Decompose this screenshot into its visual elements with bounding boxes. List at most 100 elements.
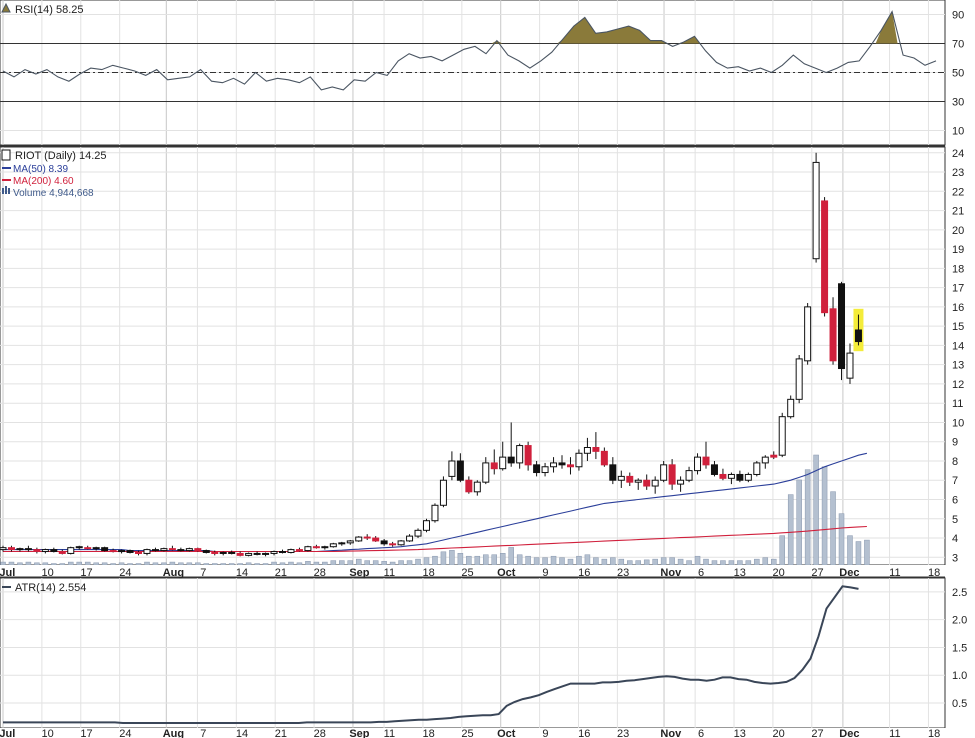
date-label: 18 <box>928 567 940 579</box>
volume-bar <box>754 558 760 566</box>
volume-bar <box>516 554 523 566</box>
volume-bar <box>737 560 743 566</box>
volume-bar <box>84 561 91 566</box>
price-tick-label: 5 <box>952 514 958 526</box>
date-label: 17 <box>80 567 92 579</box>
date-label: 6 <box>698 567 704 579</box>
volume-bar <box>8 561 15 566</box>
volume-bar <box>508 547 514 566</box>
volume-bar <box>796 479 802 566</box>
candle-body <box>583 446 591 454</box>
volume-bar <box>821 466 828 566</box>
volume-bar <box>101 562 108 566</box>
rsi-panel: 10 30 50 70 90 <box>0 0 964 146</box>
date-axis-band <box>0 565 975 577</box>
date-label: Nov <box>660 567 682 579</box>
volume-bar <box>169 561 176 566</box>
date-label: 13 <box>734 567 746 579</box>
legend-ma50: MA(50) 8.39 <box>13 164 68 175</box>
candle-body <box>439 479 447 506</box>
date-axis-band <box>0 728 975 738</box>
candle-body <box>524 445 532 466</box>
date-label: Sep <box>349 728 369 738</box>
date-label: 11 <box>889 567 900 579</box>
volume-bar <box>245 562 252 566</box>
rsi-overbought-fill <box>875 11 898 44</box>
candle-body <box>135 551 143 554</box>
legend-volume-swatch <box>5 186 7 194</box>
volume-bar <box>593 557 599 566</box>
candle-body <box>185 548 193 552</box>
volume-bar <box>144 561 150 566</box>
candle-body <box>710 464 718 475</box>
volume-bar <box>195 562 201 566</box>
legend-volume: Volume 4,944,668 <box>13 188 94 199</box>
volume-bar <box>694 555 701 566</box>
price-tick-label: 13 <box>952 360 964 372</box>
date-label: 24 <box>119 728 131 738</box>
volume-bar <box>576 555 582 566</box>
date-label: 9 <box>542 728 548 738</box>
date-label: 18 <box>928 728 940 738</box>
candle-body <box>58 551 66 554</box>
volume-bar <box>728 560 735 566</box>
candle-body <box>228 551 236 554</box>
candle-body <box>838 283 846 370</box>
volume-bar <box>499 553 506 566</box>
volume-bar <box>364 560 370 566</box>
price-tick-label: 20 <box>952 225 964 237</box>
volume-bar <box>178 562 184 566</box>
volume-bar <box>161 562 167 566</box>
volume-bar <box>711 560 718 566</box>
volume-bar <box>381 561 387 566</box>
candle-body <box>821 200 829 314</box>
candle-body <box>541 466 549 474</box>
volume-bar <box>720 560 726 566</box>
volume-bar <box>474 555 481 566</box>
price-tick-label: 19 <box>952 244 964 256</box>
atr-panel: 0.5 1.0 1.5 2.0 2.5 <box>0 577 967 729</box>
date-label: 20 <box>773 567 785 579</box>
volume-bar <box>627 560 633 566</box>
date-label: 13 <box>734 728 746 738</box>
rsi-overbought-fill <box>678 36 701 44</box>
candle-body <box>761 456 769 464</box>
candle-body <box>92 547 100 550</box>
price-tick-label: 8 <box>952 456 958 468</box>
volume-bar <box>787 494 794 566</box>
date-label: 28 <box>314 567 326 579</box>
candle-body <box>50 549 58 553</box>
candle-body <box>262 552 270 555</box>
candle-body <box>651 479 659 487</box>
volume-bar <box>322 561 328 566</box>
candle-body <box>143 549 151 554</box>
volume-bar <box>703 558 709 566</box>
candle-body <box>287 549 295 553</box>
volume-bar <box>237 563 243 566</box>
candle-body <box>448 460 456 477</box>
candle-body <box>270 551 278 554</box>
volume-bar <box>491 554 498 566</box>
candle-body <box>109 550 117 553</box>
candle-body <box>397 540 405 546</box>
volume-bar <box>34 562 40 566</box>
volume-bar <box>406 560 413 566</box>
candle-body <box>846 352 854 379</box>
candle-body <box>160 548 168 552</box>
candle-body <box>151 549 159 552</box>
date-label: Jul <box>0 567 15 579</box>
candle-body <box>177 549 185 552</box>
date-label: 18 <box>423 728 435 738</box>
date-label: 17 <box>80 728 92 738</box>
atr-title: ATR(14) 2.554 <box>15 582 86 594</box>
price-tick-label: 9 <box>952 437 958 449</box>
candle-body <box>329 543 337 548</box>
candle-body <box>778 416 786 456</box>
date-label: 7 <box>200 728 206 738</box>
date-label: Oct <box>497 728 516 738</box>
candle-body <box>16 548 24 551</box>
volume-bar <box>440 551 447 566</box>
candle-body <box>67 547 75 554</box>
candle-body <box>168 548 176 551</box>
